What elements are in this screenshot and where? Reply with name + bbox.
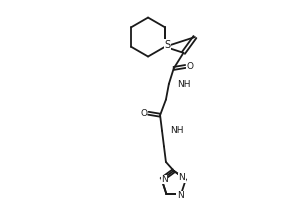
Text: N: N bbox=[177, 191, 184, 200]
Text: NH: NH bbox=[170, 126, 183, 135]
Text: S: S bbox=[165, 40, 171, 50]
Text: N: N bbox=[178, 173, 185, 182]
Text: N: N bbox=[161, 175, 168, 184]
Text: NH: NH bbox=[177, 80, 190, 89]
Text: O: O bbox=[187, 62, 194, 71]
Text: O: O bbox=[140, 109, 147, 118]
